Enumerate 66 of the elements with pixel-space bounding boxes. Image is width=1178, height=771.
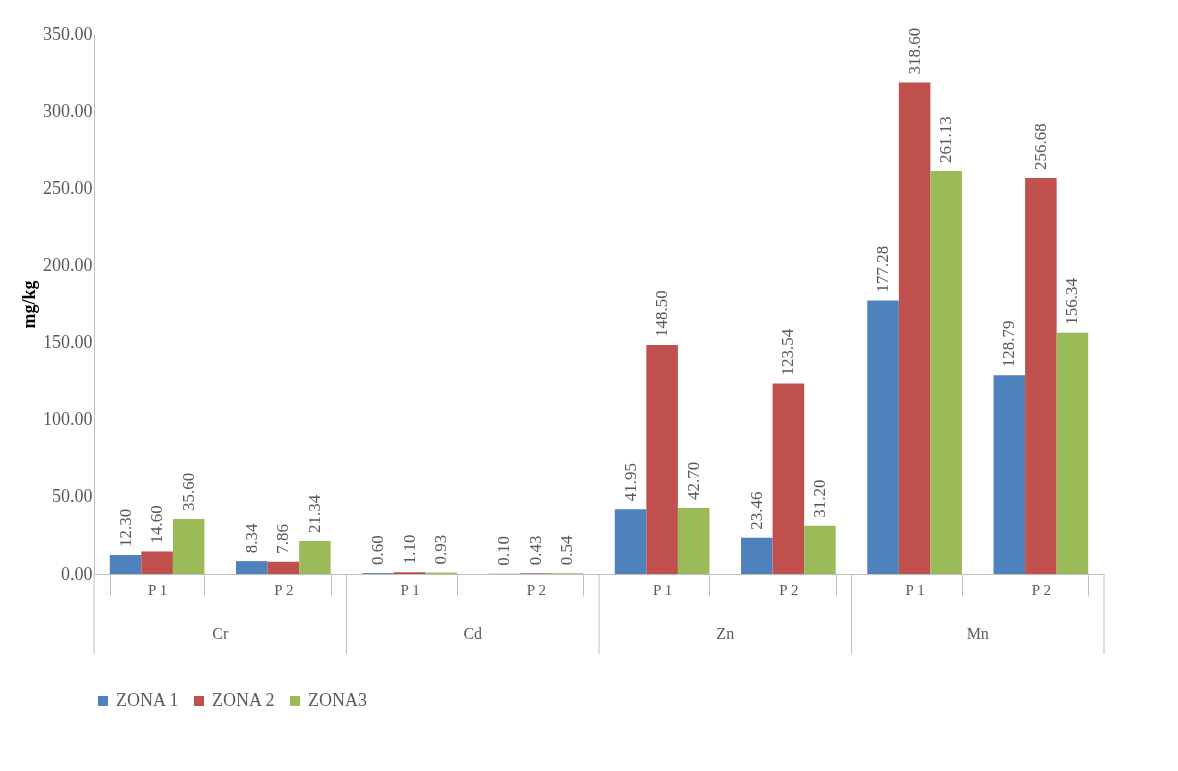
data-label: 12.30 (115, 508, 135, 548)
bar (109, 555, 142, 574)
text: Zn (716, 625, 735, 642)
x-tick-label: P 1 (905, 581, 925, 598)
y-tick-label: 250.00 (43, 177, 93, 198)
data-label: 0.43 (525, 535, 545, 566)
bar (804, 525, 836, 574)
x-tick-label: P 2 (779, 581, 799, 598)
bar (614, 509, 647, 574)
data-label: 1.10 (399, 534, 419, 565)
y-tick-label: 150.00 (43, 332, 93, 353)
data-label: 21.34 (304, 494, 324, 534)
data-label: 0.60 (368, 535, 388, 566)
bar (993, 375, 1026, 574)
data-label: 177.28 (873, 245, 893, 293)
text: Cr (212, 625, 229, 642)
y-axis-title: mg/kg (19, 280, 39, 329)
legend-label: ZONA 2 (212, 690, 275, 710)
data-label: 0.93 (431, 534, 451, 565)
legend-label: ZONA3 (308, 690, 367, 710)
data-label: 128.79 (999, 320, 1019, 368)
bar (1025, 177, 1057, 574)
x-tick-label: P 2 (274, 581, 294, 598)
bar (267, 561, 300, 574)
y-tick-label: 0.00 (61, 563, 93, 584)
legend-label: ZONA 1 (116, 690, 179, 710)
bar (677, 508, 710, 574)
x-tick-label: P 2 (526, 581, 546, 598)
data-label: 41.95 (620, 463, 640, 502)
y-tick-label: 50.00 (52, 486, 93, 507)
data-label: 7.86 (273, 524, 293, 554)
y-tick-label: 100.00 (43, 409, 93, 430)
data-label: 0.10 (494, 536, 514, 566)
y-tick-label: 300.00 (43, 100, 93, 121)
y-tick-label: 350.00 (43, 23, 93, 44)
data-label: 256.68 (1030, 123, 1050, 170)
bar (646, 344, 678, 574)
bar (867, 300, 899, 574)
bar (1056, 332, 1089, 574)
bar (741, 537, 773, 574)
data-label: 148.50 (652, 290, 672, 337)
bar (930, 171, 962, 574)
bar (236, 561, 268, 574)
data-label: 318.60 (904, 27, 924, 75)
text: Mn (966, 625, 989, 642)
bar (772, 383, 805, 574)
data-label: 42.70 (683, 461, 703, 501)
bar (898, 82, 931, 574)
data-label: 156.34 (1062, 277, 1082, 325)
bar (141, 551, 173, 574)
y-tick-label: 200.00 (43, 254, 93, 275)
data-label: 23.46 (746, 491, 766, 530)
data-label: 35.60 (178, 472, 198, 512)
x-tick-label: P 2 (1031, 581, 1051, 598)
x-tick-label: P 1 (148, 581, 168, 598)
data-label: 8.34 (241, 522, 261, 554)
x-tick-label: P 1 (653, 581, 673, 598)
data-label: 31.20 (809, 479, 829, 518)
bar (299, 541, 331, 574)
text: Cd (463, 625, 483, 642)
data-label: 261.13 (936, 116, 956, 164)
data-label: 123.54 (778, 328, 798, 376)
data-label: 0.54 (557, 534, 577, 566)
x-tick-label: P 1 (400, 581, 420, 598)
bar (172, 519, 205, 574)
data-label: 14.60 (147, 505, 167, 544)
